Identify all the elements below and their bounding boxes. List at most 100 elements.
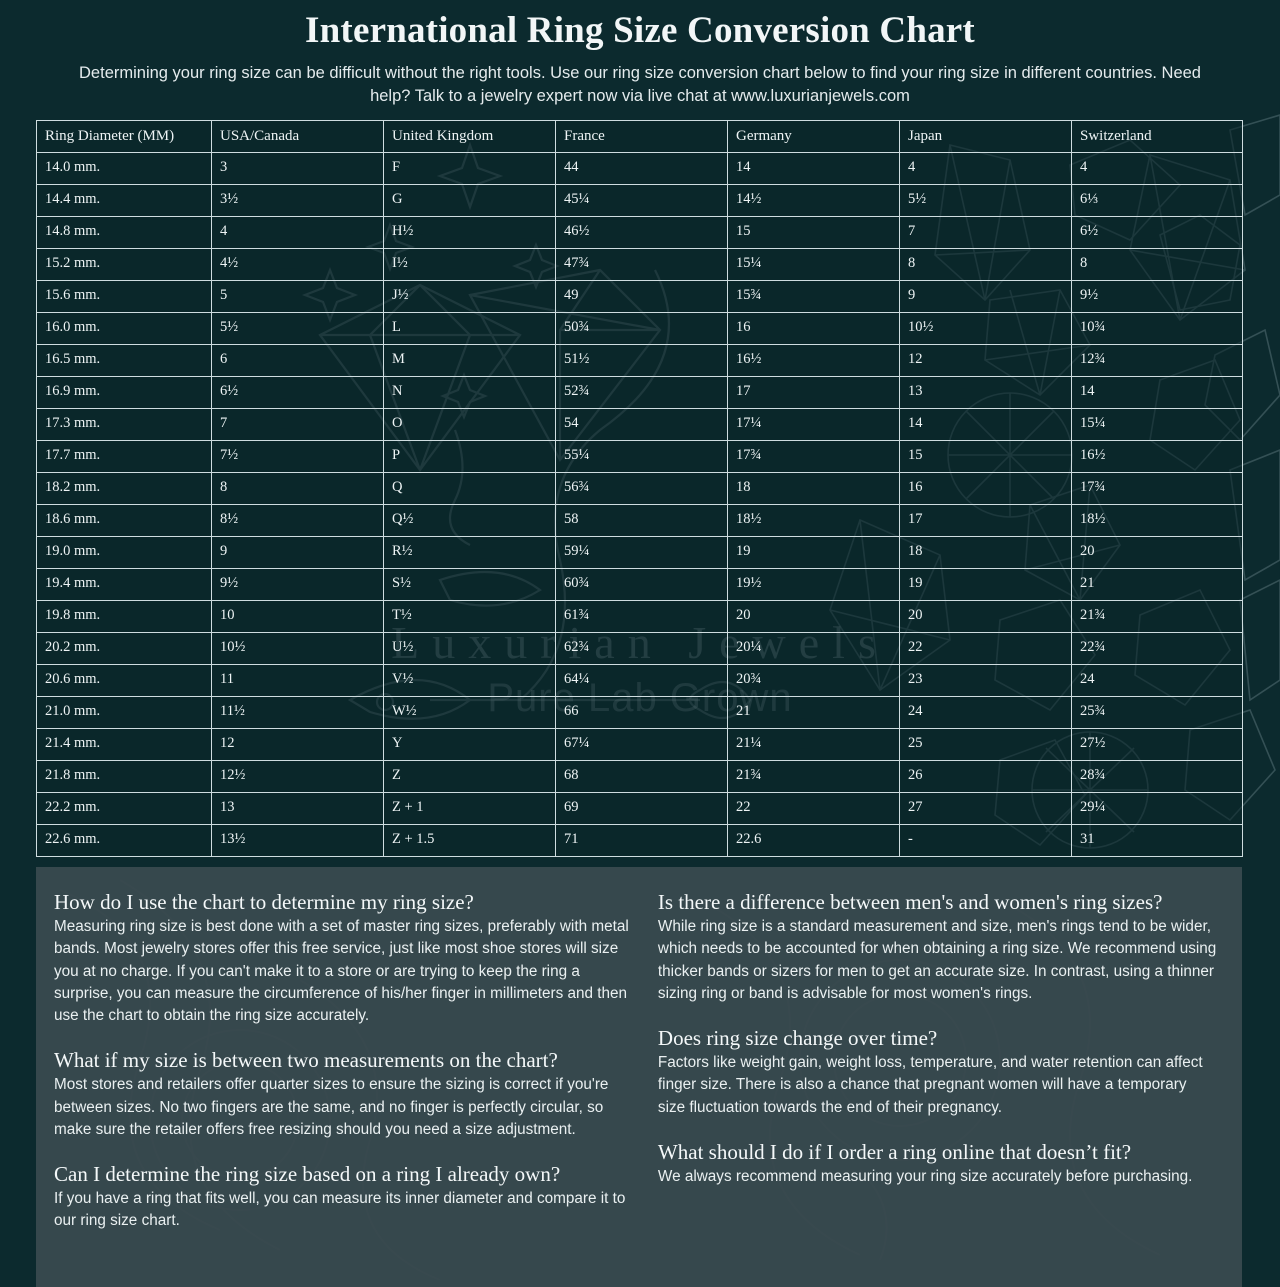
cell-r18-c6: 27½ <box>1071 728 1243 762</box>
faq-answer: If you have a ring that fits well, you c… <box>54 1190 626 1230</box>
table-row: 15.6 mm. 5 J½ 49 15¾ 9 9½ <box>36 280 1243 314</box>
cell-r1-c0: 14.4 mm. <box>36 184 212 218</box>
faq-answer: Most stores and retailers offer quarter … <box>54 1076 609 1138</box>
faq-item: Does ring size change over time? Factors … <box>658 1025 1224 1119</box>
cell-r0-c0: 14.0 mm. <box>36 152 212 186</box>
column-header-0: Ring Diameter (MM) <box>36 119 212 154</box>
cell-r10-c6: 17¾ <box>1071 472 1243 506</box>
cell-r16-c1: 11 <box>211 664 384 698</box>
cell-r21-c3: 71 <box>555 824 728 858</box>
cell-r1-c3: 45¼ <box>555 184 728 218</box>
cell-r17-c5: 24 <box>899 696 1072 730</box>
cell-r3-c2: I½ <box>383 248 556 282</box>
cell-r0-c3: 44 <box>555 152 728 186</box>
cell-r9-c6: 16½ <box>1071 440 1243 474</box>
cell-r15-c5: 22 <box>899 632 1072 666</box>
cell-r21-c0: 22.6 mm. <box>36 824 212 858</box>
cell-r5-c5: 10½ <box>899 312 1072 346</box>
faq-question: What if my size is between two measureme… <box>54 1048 558 1073</box>
cell-r11-c0: 18.6 mm. <box>36 504 212 538</box>
cell-r19-c4: 21¾ <box>727 760 900 794</box>
cell-r16-c2: V½ <box>383 664 556 698</box>
cell-r9-c2: P <box>383 440 556 474</box>
cell-r7-c5: 13 <box>899 376 1072 410</box>
faq-panel: How do I use the chart to determine my r… <box>36 867 1242 1287</box>
cell-r0-c5: 4 <box>899 152 1072 186</box>
faq-item: What if my size is between two measureme… <box>54 1047 630 1141</box>
faq-answer: Factors like weight gain, weight loss, t… <box>657 1054 1203 1116</box>
column-header-2: United Kingdom <box>383 119 556 154</box>
cell-r4-c0: 15.6 mm. <box>36 280 212 314</box>
cell-r3-c5: 8 <box>899 248 1072 282</box>
cell-r20-c0: 22.2 mm. <box>36 792 212 826</box>
cell-r14-c0: 19.8 mm. <box>36 600 212 634</box>
cell-r1-c6: 6⅓ <box>1071 184 1243 218</box>
cell-r13-c0: 19.4 mm. <box>36 568 212 602</box>
cell-r9-c0: 17.7 mm. <box>36 440 212 474</box>
faq-item: Can I determine the ring size based on a… <box>54 1161 630 1233</box>
cell-r19-c0: 21.8 mm. <box>36 760 212 794</box>
table-row: 17.3 mm. 7 O 54 17¼ 14 15¼ <box>36 408 1243 442</box>
cell-r5-c0: 16.0 mm. <box>36 312 212 346</box>
faq-question: Does ring size change over time? <box>657 1025 938 1050</box>
page-subtitle: Determining your ring size can be diffic… <box>79 64 1201 105</box>
column-header-6: Switzerland <box>1071 119 1243 154</box>
cell-r1-c1: 3½ <box>211 184 384 218</box>
ring-size-table-container: Ring Diameter (MM) USA/Canada United Kingd… <box>36 119 1244 858</box>
cell-r19-c5: 26 <box>899 760 1072 794</box>
cell-r6-c3: 51½ <box>555 344 728 378</box>
cell-r15-c6: 22¾ <box>1071 632 1243 666</box>
cell-r5-c3: 50¾ <box>555 312 728 346</box>
cell-r6-c0: 16.5 mm. <box>36 344 212 378</box>
page-title: International Ring Size Conversion Chart <box>305 10 975 51</box>
cell-r16-c4: 20¾ <box>727 664 900 698</box>
cell-r5-c6: 10¾ <box>1071 312 1243 346</box>
cell-r3-c1: 4½ <box>211 248 384 282</box>
cell-r6-c4: 16½ <box>727 344 900 378</box>
column-header-3: France <box>555 119 728 154</box>
cell-r21-c4: 22.6 <box>727 824 900 858</box>
faq-column-left: How do I use the chart to determine my r… <box>54 889 630 1273</box>
cell-r5-c1: 5½ <box>211 312 384 346</box>
table-row: 19.8 mm. 10 T½ 61¾ 20 20 21¾ <box>36 600 1243 634</box>
cell-r7-c2: N <box>383 376 556 410</box>
table-row: 17.7 mm. 7½ P 55¼ 17¾ 15 16½ <box>36 440 1243 474</box>
cell-r4-c2: J½ <box>383 280 556 314</box>
faq-question: What should I do if I order a ring onlin… <box>657 1139 1132 1164</box>
cell-r21-c6: 31 <box>1071 824 1243 858</box>
cell-r7-c1: 6½ <box>211 376 384 410</box>
cell-r3-c0: 15.2 mm. <box>36 248 212 282</box>
cell-r2-c3: 46½ <box>555 216 728 250</box>
faq-question: Is there a difference between men's and … <box>657 890 1163 915</box>
cell-r9-c5: 15 <box>899 440 1072 474</box>
cell-r2-c5: 7 <box>899 216 1072 250</box>
table-row: 14.0 mm. 3 F 44 14 4 4 <box>36 152 1243 186</box>
cell-r12-c6: 20 <box>1071 536 1243 570</box>
cell-r18-c0: 21.4 mm. <box>36 728 212 762</box>
table-row: 15.2 mm. 4½ I½ 47¾ 15¼ 8 8 <box>36 248 1243 282</box>
cell-r16-c6: 24 <box>1071 664 1243 698</box>
cell-r10-c5: 16 <box>899 472 1072 506</box>
cell-r16-c3: 64¼ <box>555 664 728 698</box>
cell-r8-c6: 15¼ <box>1071 408 1243 442</box>
cell-r5-c2: L <box>383 312 556 346</box>
cell-r10-c3: 56¾ <box>555 472 728 506</box>
faq-column-right: Is there a difference between men's and … <box>648 889 1224 1273</box>
cell-r11-c1: 8½ <box>211 504 384 538</box>
cell-r2-c1: 4 <box>211 216 384 250</box>
column-header-4: Germany <box>727 119 900 154</box>
table-row: 14.8 mm. 4 H½ 46½ 15 7 6½ <box>36 216 1243 250</box>
cell-r6-c6: 12¾ <box>1071 344 1243 378</box>
cell-r15-c4: 20¼ <box>727 632 900 666</box>
cell-r14-c4: 20 <box>727 600 900 634</box>
cell-r10-c2: Q <box>383 472 556 506</box>
cell-r4-c5: 9 <box>899 280 1072 314</box>
cell-r13-c3: 60¾ <box>555 568 728 602</box>
cell-r17-c2: W½ <box>383 696 556 730</box>
table-row: 18.6 mm. 8½ Q½ 58 18½ 17 18½ <box>36 504 1243 538</box>
table-row: 19.0 mm. 9 R½ 59¼ 19 18 20 <box>36 536 1243 570</box>
table-row: 21.4 mm. 12 Y 67¼ 21¼ 25 27½ <box>36 728 1243 762</box>
cell-r14-c3: 61¾ <box>555 600 728 634</box>
cell-r1-c4: 14½ <box>727 184 900 218</box>
table-row: 21.8 mm. 12½ Z 68 21¾ 26 28¾ <box>36 760 1243 794</box>
